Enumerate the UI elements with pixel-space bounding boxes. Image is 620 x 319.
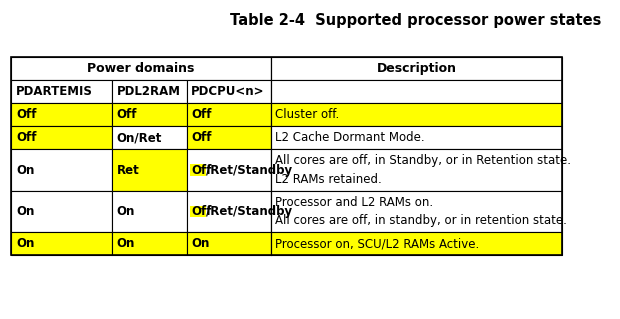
- Text: L2 Cache Dormant Mode.: L2 Cache Dormant Mode.: [275, 131, 425, 144]
- Text: Table 2-4  Supported processor power states: Table 2-4 Supported processor power stat…: [230, 13, 601, 28]
- Text: Ret: Ret: [117, 164, 140, 176]
- Bar: [12, 57, 562, 255]
- Text: Description: Description: [376, 63, 457, 75]
- Bar: [112, 149, 187, 191]
- Bar: [112, 191, 187, 232]
- Text: Off: Off: [16, 108, 37, 121]
- Text: PDL2RAM: PDL2RAM: [117, 85, 180, 98]
- Bar: [187, 232, 271, 255]
- Bar: [190, 164, 206, 176]
- Bar: [112, 232, 187, 255]
- Text: All cores are off, in Standby, or in Retention state.: All cores are off, in Standby, or in Ret…: [275, 154, 572, 167]
- Bar: [271, 126, 562, 149]
- Text: Cluster off.: Cluster off.: [275, 108, 340, 121]
- Text: L2 RAMs retained.: L2 RAMs retained.: [275, 173, 382, 186]
- Text: Off: Off: [191, 108, 211, 121]
- Text: Off: Off: [117, 108, 137, 121]
- Text: Off: Off: [191, 164, 211, 176]
- Bar: [271, 80, 562, 103]
- Text: Off: Off: [191, 131, 211, 144]
- Text: On: On: [16, 205, 35, 218]
- Bar: [187, 149, 271, 191]
- Bar: [190, 206, 206, 217]
- Bar: [271, 191, 562, 232]
- Text: On: On: [117, 237, 135, 250]
- Bar: [271, 103, 562, 126]
- Bar: [271, 57, 562, 80]
- Text: On/Ret: On/Ret: [117, 131, 162, 144]
- Text: Off: Off: [191, 205, 211, 218]
- Text: PDARTEMIS: PDARTEMIS: [16, 85, 93, 98]
- Text: On: On: [191, 237, 210, 250]
- Bar: [187, 126, 271, 149]
- Bar: [271, 232, 562, 255]
- Bar: [187, 80, 271, 103]
- Bar: [12, 232, 112, 255]
- Bar: [112, 126, 187, 149]
- Bar: [112, 80, 187, 103]
- Text: Off: Off: [16, 131, 37, 144]
- Text: Processor and L2 RAMs on.: Processor and L2 RAMs on.: [275, 196, 433, 209]
- Bar: [187, 103, 271, 126]
- Text: All cores are off, in standby, or in retention state.: All cores are off, in standby, or in ret…: [275, 214, 567, 227]
- Bar: [12, 57, 271, 80]
- Text: PDCPU<n>: PDCPU<n>: [191, 85, 265, 98]
- Text: On: On: [16, 237, 35, 250]
- Bar: [12, 80, 112, 103]
- Bar: [12, 126, 112, 149]
- Bar: [12, 149, 112, 191]
- Text: Processor on, SCU/L2 RAMs Active.: Processor on, SCU/L2 RAMs Active.: [275, 237, 480, 250]
- Bar: [12, 191, 112, 232]
- Text: On: On: [16, 164, 35, 176]
- Text: On: On: [117, 205, 135, 218]
- Text: /Ret/Standby: /Ret/Standby: [206, 205, 292, 218]
- Bar: [112, 103, 187, 126]
- Text: Power domains: Power domains: [87, 63, 195, 75]
- Text: /Ret/Standby: /Ret/Standby: [206, 164, 292, 176]
- Bar: [187, 191, 271, 232]
- Bar: [271, 149, 562, 191]
- Bar: [12, 103, 112, 126]
